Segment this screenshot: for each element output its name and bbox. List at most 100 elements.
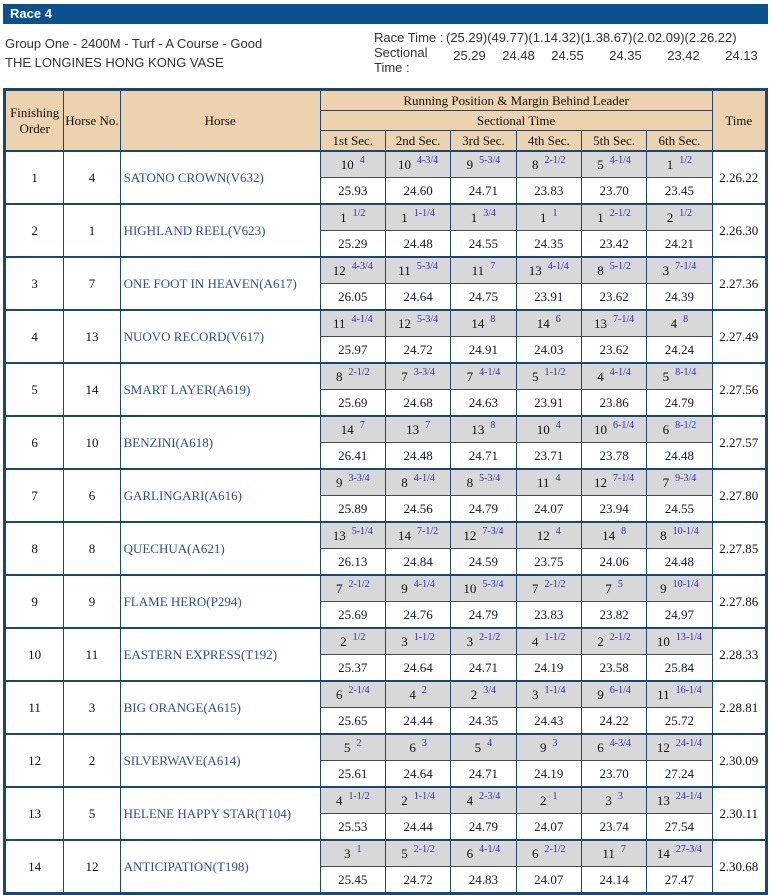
horse-name-link[interactable]: HIGHLAND REEL(V623)	[123, 222, 266, 238]
horse-name-cell: HIGHLAND REEL(V623)	[119, 204, 321, 257]
margin-value: 2-1/2	[609, 208, 631, 220]
running-position-cell: 10 4	[319, 151, 386, 178]
horse-name-link[interactable]: SMART LAYER(A619)	[123, 381, 251, 397]
running-position-cell: 2 3/4	[450, 681, 517, 708]
running-position-cell: 11 16-1/4	[646, 681, 713, 708]
sectional-time-cell: 24.72	[384, 336, 451, 363]
race-time-value: (2.26.22)	[684, 30, 737, 45]
position-value: 14	[471, 315, 485, 331]
position-value: 3	[662, 262, 670, 278]
horse-name-link[interactable]: SILVERWAVE(A614)	[123, 752, 241, 768]
finishing-order-cell: 11	[3, 681, 64, 734]
sectional-time-cell: 25.45	[319, 866, 386, 894]
running-position-cell: 13 5-1/4	[319, 522, 386, 549]
sectional-time-cell: 23.70	[580, 177, 647, 204]
running-position-cell: 9 6-1/4	[580, 681, 647, 708]
margin-value: 8-1/2	[675, 420, 697, 432]
running-position-cell: 10 4-3/4	[384, 151, 451, 178]
horse-name-link[interactable]: QUECHUA(A621)	[123, 540, 225, 556]
position-value: 3	[531, 686, 539, 702]
sectional-time-cell: 23.71	[515, 442, 582, 469]
horse-name-link[interactable]: BENZINI(A618)	[123, 434, 214, 450]
margin-value: 7-1/4	[675, 261, 697, 273]
horse-name-link[interactable]: EASTERN EXPRESS(T192)	[123, 646, 278, 662]
running-position-cell: 12 7-3/4	[450, 522, 517, 549]
sectional-time-cell: 24.71	[450, 654, 517, 681]
position-value: 6	[597, 739, 604, 755]
running-position-cell: 12 4-3/4	[319, 257, 386, 284]
finishing-order-cell: 2	[3, 204, 64, 257]
position-value: 3	[401, 633, 408, 649]
running-position-cell: 2 1/2	[646, 204, 713, 231]
position-value: 10	[536, 421, 550, 437]
margin-value: 5-3/4	[482, 579, 504, 591]
sectional-time-cell: 25.65	[319, 707, 386, 734]
horse-name-link[interactable]: ONE FOOT IN HEAVEN(A617)	[123, 275, 297, 291]
sectional-time-value: 24.48	[502, 48, 535, 63]
margin-value: 8	[621, 526, 627, 538]
race-time-value: (2.02.09)	[632, 30, 685, 45]
position-value: 7	[662, 474, 670, 490]
horse-name-link[interactable]: SATONO CROWN(V632)	[123, 169, 264, 185]
running-position-cell: 5 4-1/4	[580, 151, 647, 178]
horse-result-row: 9 9 FLAME HERO(P294) 7 2-1/2 9 4-1/4 10 5-3…	[3, 575, 767, 628]
margin-value: 1/2	[352, 208, 366, 220]
col-header-sec-3: 3rd Sec.	[450, 130, 517, 152]
finish-time-cell: 2.27.49	[711, 310, 767, 363]
margin-value: 1-1/2	[544, 367, 566, 379]
horse-sectional-row: 25.69 24.68 24.63 23.91 23.86 24.79	[5, 389, 767, 416]
horse-name-link[interactable]: FLAME HERO(P294)	[123, 593, 242, 609]
running-position-cell: 14 8	[450, 310, 517, 337]
sectional-time-cell: 24.07	[515, 866, 582, 894]
sectional-time-cell: 24.19	[515, 654, 582, 681]
position-value: 2	[401, 792, 408, 808]
sectional-time-cell: 24.48	[384, 230, 451, 257]
horse-name-link[interactable]: HELENE HAPPY STAR(T104)	[123, 805, 292, 821]
position-value: 12	[656, 739, 670, 755]
margin-value: 7	[425, 420, 431, 432]
horse-no-cell: 1	[63, 204, 121, 257]
finish-time-cell: 2.27.80	[711, 469, 767, 522]
position-value: 8	[660, 527, 667, 543]
position-value: 9	[597, 686, 604, 702]
horse-name-link[interactable]: BIG ORANGE(A615)	[123, 699, 241, 715]
running-position-cell: 8 2-1/2	[319, 363, 386, 390]
finish-time-cell: 2.30.68	[711, 840, 767, 894]
sectional-time-cell: 23.58	[580, 654, 647, 681]
position-value: 13	[471, 421, 485, 437]
race-title-bar: Race 4	[3, 4, 768, 24]
margin-value: 1	[552, 208, 558, 220]
sectional-time-cell: 24.22	[580, 707, 647, 734]
horse-name-link[interactable]: NUOVO RECORD(V617)	[123, 328, 265, 344]
horse-result-row: 2 1 HIGHLAND REEL(V623) 1 1/2 1 1-1/4 1 3/4…	[3, 204, 767, 257]
sectional-time-cell: 23.74	[580, 813, 647, 840]
running-position-cell: 9 10-1/4	[646, 575, 713, 602]
sectional-time-cell: 24.35	[515, 230, 582, 257]
horse-name-cell: QUECHUA(A621)	[119, 522, 321, 575]
horse-name-cell: HELENE HAPPY STAR(T104)	[119, 787, 321, 840]
sectional-time-cell: 24.48	[384, 442, 451, 469]
sectional-time-cell: 26.41	[319, 442, 386, 469]
sectional-time-cell: 25.84	[646, 654, 713, 681]
horse-name-link[interactable]: GARLINGARI(A616)	[123, 487, 243, 503]
sectional-time-cell: 27.54	[646, 813, 713, 840]
position-value: 7	[531, 580, 539, 596]
position-value: 11	[536, 474, 550, 490]
running-position-cell: 14 6	[515, 310, 582, 337]
margin-value: 6	[555, 314, 561, 326]
sectional-time-cell: 23.82	[580, 601, 647, 628]
running-position-cell: 8 4-1/4	[384, 469, 451, 496]
sectional-time-cell: 23.91	[515, 283, 582, 310]
position-value: 5	[662, 368, 670, 384]
margin-value: 3	[617, 791, 623, 803]
race-name: THE LONGINES HONG KONG VASE	[5, 55, 224, 70]
margin-value: 5-3/4	[479, 473, 501, 485]
position-value: 9	[540, 739, 547, 755]
margin-value: 7-3/4	[482, 526, 504, 538]
sectional-times-table: Finishing Order Horse No. Horse Running …	[3, 88, 768, 895]
horse-name-link[interactable]: ANTICIPATION(T198)	[123, 858, 249, 874]
running-position-cell: 8 10-1/4	[646, 522, 713, 549]
margin-value: 3-3/4	[348, 473, 370, 485]
